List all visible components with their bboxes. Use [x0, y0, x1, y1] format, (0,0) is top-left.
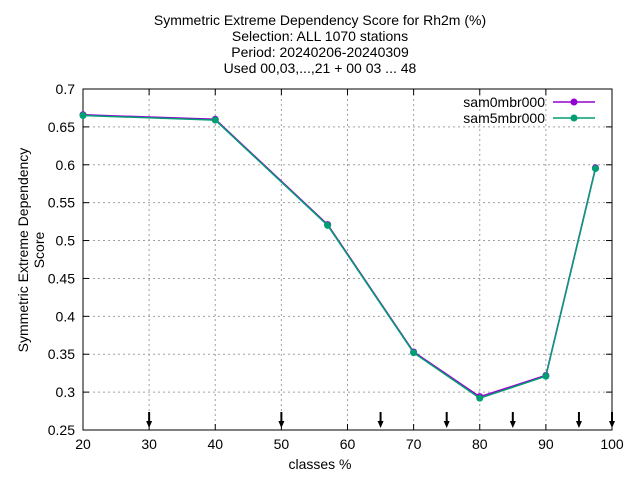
x-tick-label: 70 [406, 436, 422, 452]
legend-label: sam5mbr000 [463, 110, 545, 126]
y-tick-label: 0.65 [48, 119, 75, 135]
threshold-arrow-head [609, 421, 615, 428]
x-tick-label: 60 [340, 436, 356, 452]
y-tick-label: 0.25 [48, 422, 75, 438]
x-tick-label: 100 [600, 436, 624, 452]
x-tick-label: 40 [207, 436, 223, 452]
data-point-sam5mbr000 [324, 221, 332, 229]
threshold-arrow-head [443, 421, 450, 428]
y-tick-label: 0.6 [56, 157, 76, 173]
title-line-3: Period: 20240206-20240309 [231, 44, 409, 60]
y-tick-label: 0.7 [56, 81, 76, 97]
x-tick-label: 90 [538, 436, 554, 452]
y-tick-label: 0.55 [48, 195, 75, 211]
threshold-arrow-head [377, 421, 384, 428]
legend-label: sam0mbr000 [463, 94, 545, 110]
threshold-arrow-head [509, 421, 516, 428]
title-line-2: Selection: ALL 1070 stations [231, 28, 409, 44]
x-tick-label: 30 [141, 436, 157, 452]
data-point-sam5mbr000 [79, 112, 87, 120]
y-axis-label: Symmetric Extreme Dependency Score [15, 147, 47, 353]
y-tick-label: 0.5 [56, 233, 76, 249]
threshold-arrow-head [575, 421, 582, 428]
title-line-1: Symmetric Extreme Dependency Score for R… [153, 12, 487, 28]
title-line-4: Used 00,03,...,21 + 00 03 ... 48 [223, 60, 417, 76]
series-line-sam5mbr000 [82, 114, 597, 400]
legend-marker [570, 98, 578, 106]
legend-marker [570, 114, 578, 122]
data-point-sam5mbr000 [211, 116, 219, 124]
x-tick-label: 80 [472, 436, 488, 452]
data-point-sam5mbr000 [591, 165, 599, 173]
x-tick-label: 20 [75, 436, 91, 452]
y-tick-label: 0.4 [56, 308, 76, 324]
data-point-sam5mbr000 [476, 394, 484, 402]
y-tick-label: 0.45 [48, 270, 75, 286]
y-tick-label: 0.3 [56, 384, 76, 400]
threshold-arrow-head [146, 421, 153, 428]
data-point-sam5mbr000 [410, 349, 418, 357]
y-tick-label: 0.35 [48, 346, 75, 362]
x-tick-label: 50 [274, 436, 290, 452]
data-point-sam5mbr000 [542, 372, 550, 380]
threshold-arrow-head [278, 421, 285, 428]
x-axis-label: classes % [288, 456, 352, 472]
